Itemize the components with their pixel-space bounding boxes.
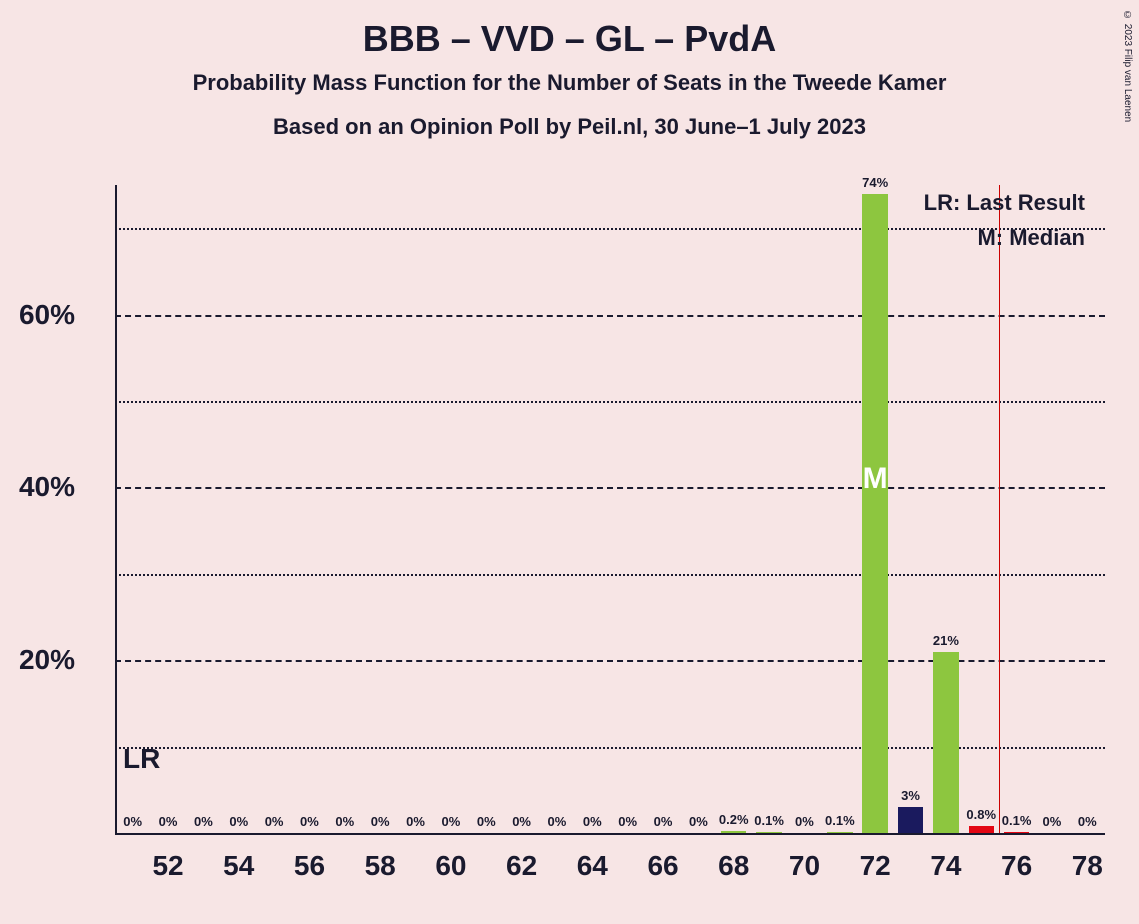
bar-value-label: 0% xyxy=(441,814,460,829)
x-tick-label: 76 xyxy=(1001,850,1032,882)
bar xyxy=(969,826,994,833)
x-tick-label: 70 xyxy=(789,850,820,882)
bar-value-label: 0% xyxy=(583,814,602,829)
y-tick-label: 60% xyxy=(19,299,75,331)
bar xyxy=(827,832,852,833)
bar-value-label: 0.1% xyxy=(825,813,855,828)
chart-title: BBB – VVD – GL – PvdA xyxy=(0,18,1139,60)
legend-lr: LR: Last Result xyxy=(924,190,1085,216)
x-tick-label: 52 xyxy=(152,850,183,882)
bar xyxy=(721,831,746,833)
grid-minor xyxy=(115,401,1105,403)
grid-minor xyxy=(115,574,1105,576)
bar-value-label: 0.2% xyxy=(719,812,749,827)
bar-value-label: 0% xyxy=(123,814,142,829)
majority-line xyxy=(999,185,1000,833)
bar-value-label: 0% xyxy=(1078,814,1097,829)
bar-value-label: 0.8% xyxy=(966,807,996,822)
last-result-marker: LR xyxy=(123,743,160,775)
x-tick-label: 60 xyxy=(435,850,466,882)
bar-value-label: 0% xyxy=(477,814,496,829)
bar xyxy=(933,652,958,833)
x-tick-label: 64 xyxy=(577,850,608,882)
bar-value-label: 0% xyxy=(689,814,708,829)
bar xyxy=(756,832,781,833)
bar-value-label: 74% xyxy=(862,175,888,190)
bar-value-label: 3% xyxy=(901,788,920,803)
x-tick-label: 54 xyxy=(223,850,254,882)
y-tick-label: 20% xyxy=(19,644,75,676)
bar-value-label: 0% xyxy=(335,814,354,829)
y-tick-label: 40% xyxy=(19,471,75,503)
bar-value-label: 0% xyxy=(265,814,284,829)
x-tick-label: 68 xyxy=(718,850,749,882)
x-axis xyxy=(115,833,1105,835)
chart-subtitle-1: Probability Mass Function for the Number… xyxy=(0,70,1139,96)
bar xyxy=(862,194,887,833)
bar-value-label: 0% xyxy=(795,814,814,829)
bar-value-label: 0% xyxy=(194,814,213,829)
y-axis xyxy=(115,185,117,835)
bar xyxy=(1004,832,1029,833)
chart-subtitle-2: Based on an Opinion Poll by Peil.nl, 30 … xyxy=(0,114,1139,140)
legend-m: M: Median xyxy=(977,225,1085,251)
plot-area: 20%40%60%52545658606264666870727476780%0… xyxy=(115,185,1105,835)
x-tick-label: 72 xyxy=(860,850,891,882)
bar-value-label: 0% xyxy=(406,814,425,829)
bar-value-label: 0% xyxy=(1043,814,1062,829)
grid-major xyxy=(115,487,1105,489)
bar xyxy=(898,807,923,833)
copyright-text: © 2023 Filip van Laenen xyxy=(1122,10,1133,122)
bar-value-label: 0% xyxy=(229,814,248,829)
grid-minor xyxy=(115,228,1105,230)
bar-value-label: 0.1% xyxy=(754,813,784,828)
bar-value-label: 0% xyxy=(548,814,567,829)
median-marker: M xyxy=(863,462,888,496)
bar-value-label: 0% xyxy=(371,814,390,829)
bar-value-label: 0% xyxy=(618,814,637,829)
bar-value-label: 0% xyxy=(300,814,319,829)
bar-value-label: 0% xyxy=(159,814,178,829)
bar-value-label: 21% xyxy=(933,633,959,648)
x-tick-label: 62 xyxy=(506,850,537,882)
bar-value-label: 0% xyxy=(512,814,531,829)
x-tick-label: 66 xyxy=(647,850,678,882)
x-tick-label: 78 xyxy=(1072,850,1103,882)
bar-value-label: 0% xyxy=(654,814,673,829)
x-tick-label: 56 xyxy=(294,850,325,882)
chart-container: BBB – VVD – GL – PvdA Probability Mass F… xyxy=(0,0,1139,924)
x-tick-label: 74 xyxy=(930,850,961,882)
x-tick-label: 58 xyxy=(365,850,396,882)
grid-major xyxy=(115,315,1105,317)
bar-value-label: 0.1% xyxy=(1002,813,1032,828)
